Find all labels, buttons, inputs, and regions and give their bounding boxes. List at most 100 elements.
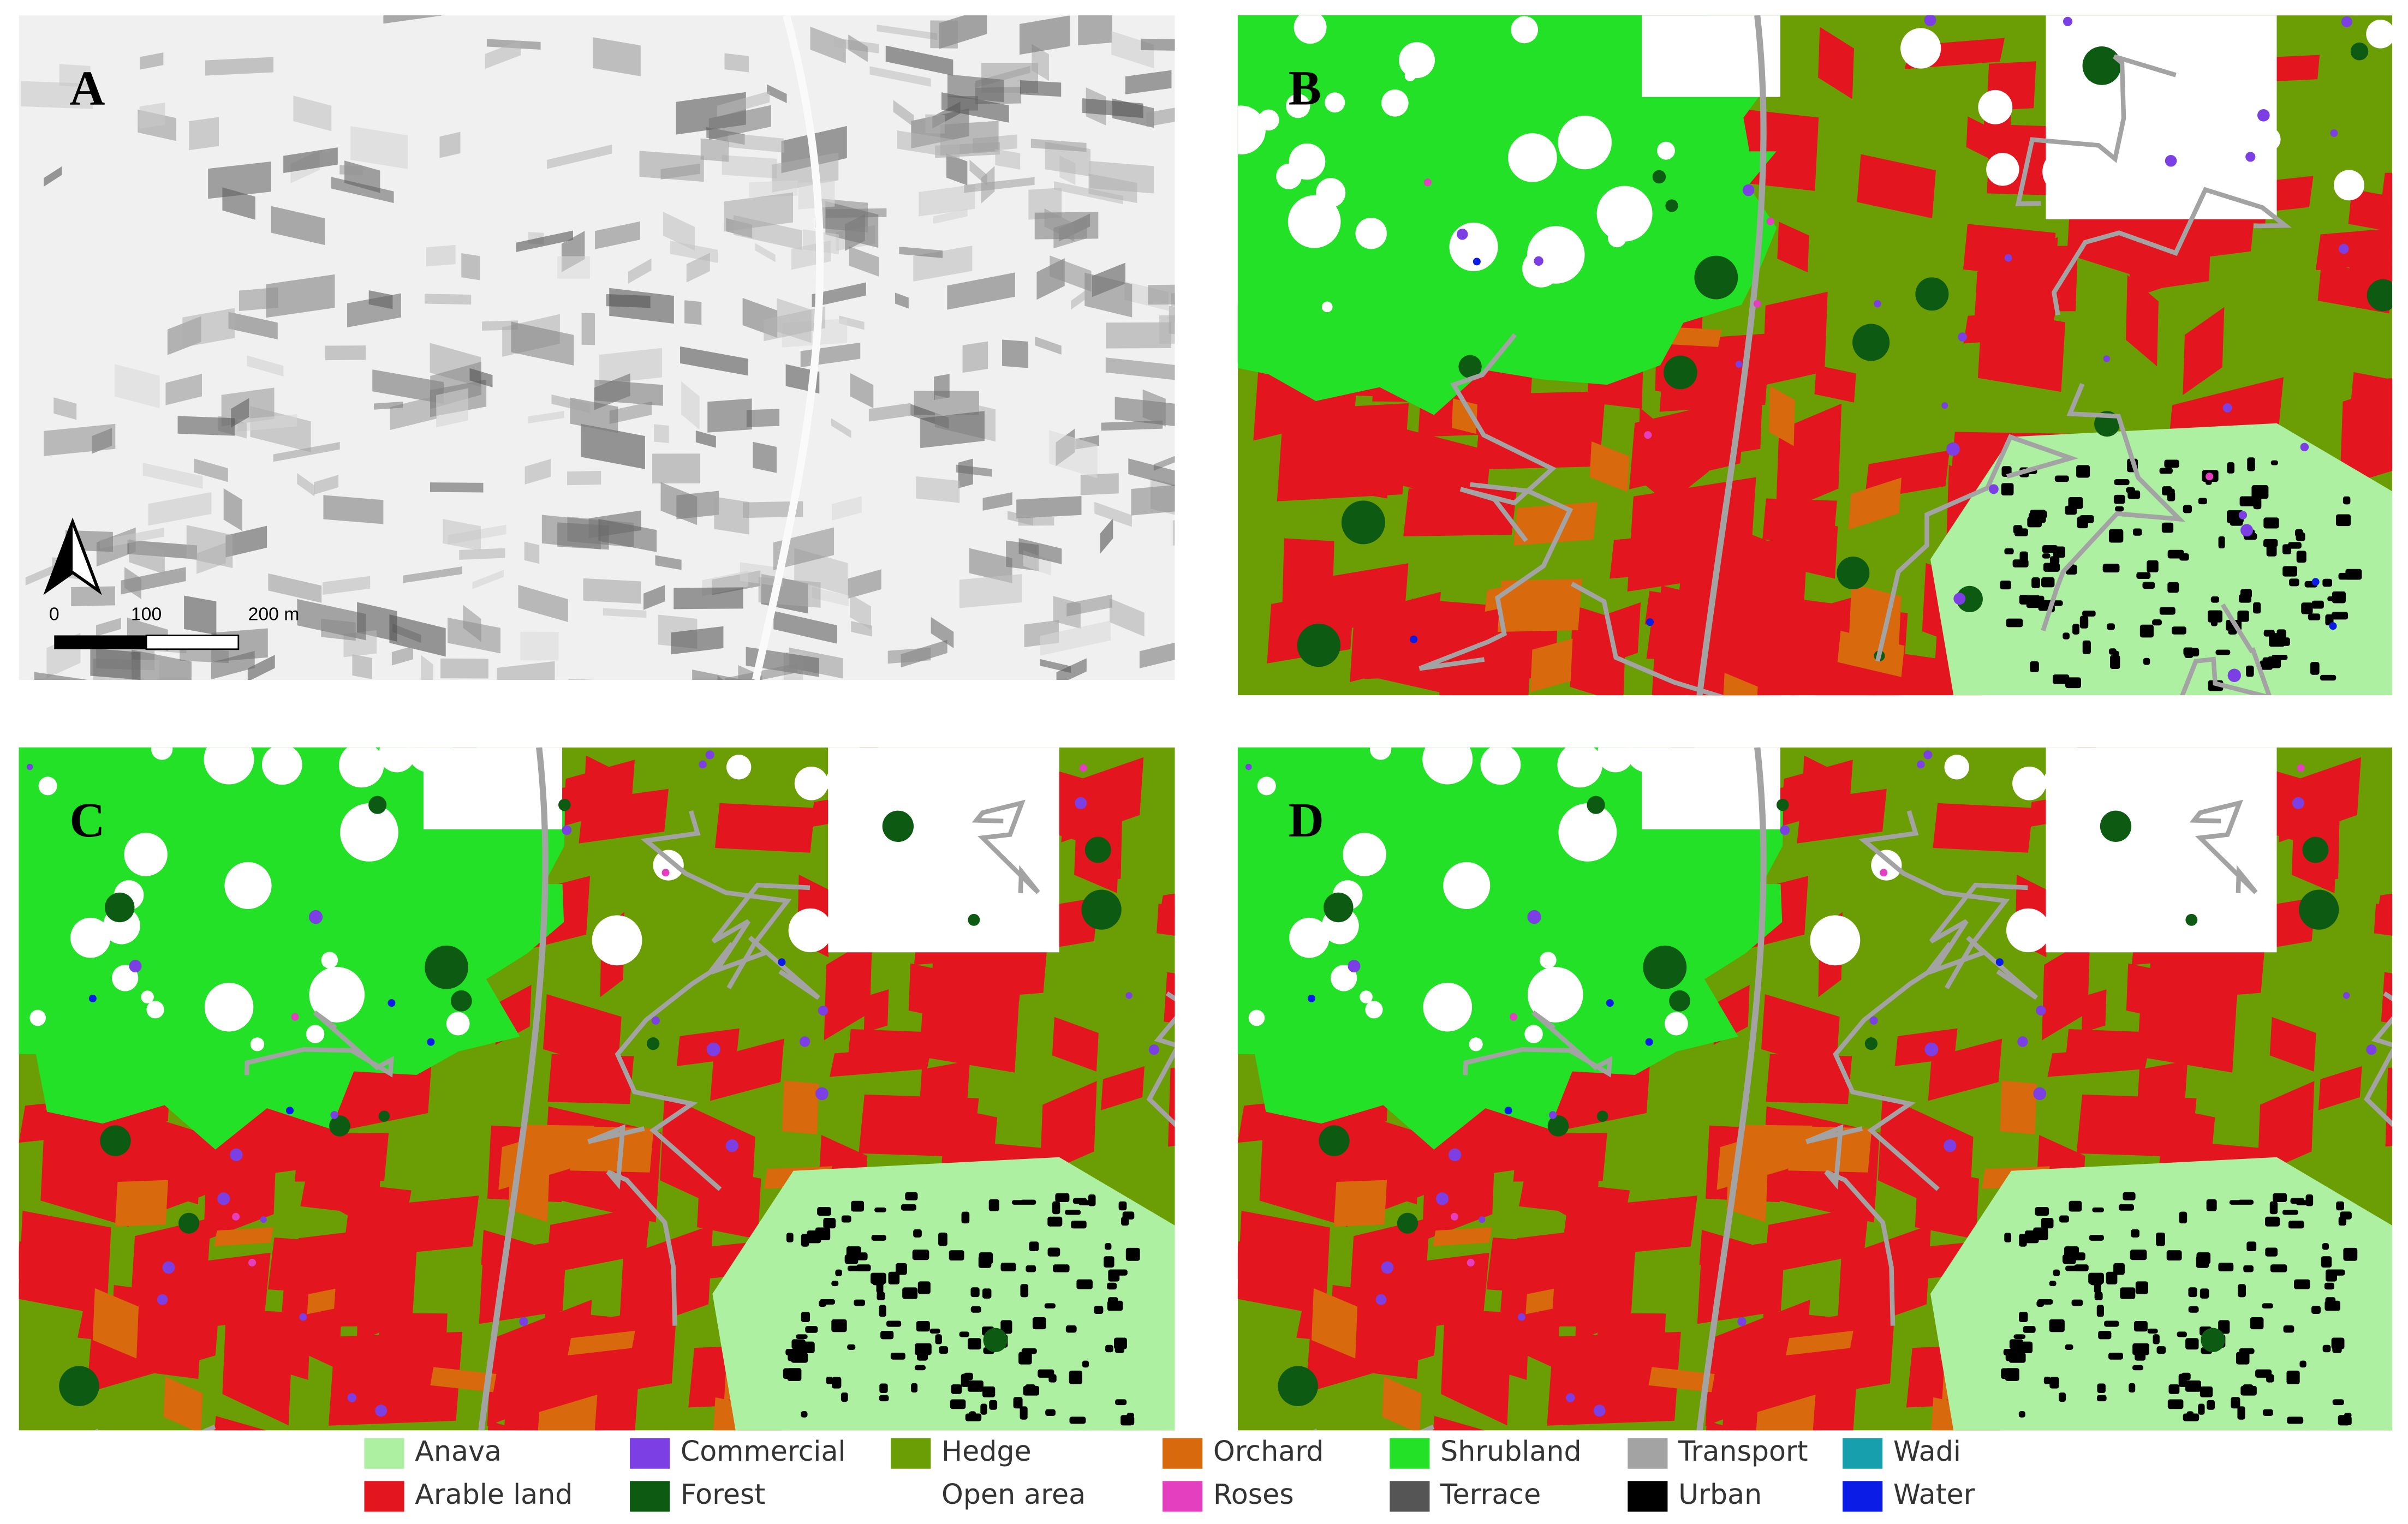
- urban: [2331, 1337, 2345, 1349]
- classified-map: [1237, 747, 2393, 1431]
- urban: [988, 1199, 999, 1211]
- legend-swatch: [1390, 1438, 1430, 1469]
- open-area: [2042, 149, 2088, 194]
- urban: [2161, 522, 2174, 533]
- photo-texture: [1008, 511, 1033, 526]
- open-area: [1399, 42, 1435, 79]
- photo-texture: [969, 548, 1012, 583]
- urban: [901, 1204, 916, 1211]
- urban: [1105, 1243, 1112, 1250]
- arable-field: [2348, 246, 2393, 281]
- urban: [854, 1299, 866, 1306]
- forest: [1864, 1037, 1878, 1050]
- orchard: [1513, 501, 1598, 546]
- urban: [1069, 1417, 1086, 1424]
- urban: [880, 1331, 894, 1340]
- open-area: [1294, 15, 1327, 44]
- arable-field: [1052, 1017, 1099, 1072]
- arable-field: [203, 1125, 277, 1241]
- urban: [2266, 1374, 2274, 1383]
- forest: [450, 990, 472, 1012]
- commercial: [157, 1294, 168, 1305]
- photo-texture: [325, 345, 366, 361]
- urban: [2108, 1352, 2123, 1360]
- orchard: [1648, 1367, 1715, 1392]
- arable-field: [1780, 760, 1853, 827]
- urban: [2263, 517, 2279, 529]
- urban: [895, 1263, 907, 1275]
- urban: [2049, 556, 2060, 565]
- urban: [2156, 1232, 2165, 1246]
- urban: [2049, 1281, 2057, 1287]
- photo-texture: [746, 409, 780, 427]
- commercial: [2017, 1036, 2028, 1047]
- urban: [2113, 1263, 2125, 1275]
- urban: [2188, 1287, 2197, 1298]
- open-area: [379, 747, 415, 773]
- photo-texture: [832, 496, 862, 521]
- arable-field: [2385, 1067, 2393, 1147]
- photo-texture: [231, 398, 249, 428]
- urban: [1052, 1201, 1060, 1215]
- urban: [1114, 1337, 1127, 1349]
- urban: [2200, 1386, 2213, 1397]
- photo-texture: [718, 679, 719, 680]
- urban: [2324, 1282, 2334, 1290]
- forest: [2299, 889, 2339, 930]
- photo-texture: [403, 566, 462, 583]
- open-area: [2366, 20, 2393, 49]
- open-area: [726, 755, 752, 780]
- urban: [2168, 1384, 2180, 1394]
- urban: [791, 1352, 808, 1363]
- urban: [2042, 553, 2051, 559]
- photo-texture: [426, 244, 456, 267]
- water: [1410, 635, 1418, 643]
- transport: [587, 1124, 677, 1326]
- urban: [1126, 1413, 1134, 1418]
- commercial: [1381, 1261, 1394, 1274]
- open-area: [2087, 866, 2129, 909]
- forest: [1694, 255, 1738, 300]
- photo-texture: [165, 374, 202, 405]
- urban: [2004, 548, 2014, 554]
- photo-texture: [140, 52, 164, 70]
- urban: [2238, 1199, 2254, 1205]
- open-area: [1381, 89, 1409, 117]
- photo-texture: [850, 373, 874, 409]
- urban: [2041, 577, 2055, 588]
- open-area: [2155, 886, 2202, 933]
- open-area: [1558, 115, 1612, 170]
- photo-texture: [314, 475, 339, 495]
- photo-texture: [812, 587, 849, 607]
- photo-texture: [239, 287, 278, 312]
- urban: [2135, 1281, 2148, 1294]
- commercial: [1923, 750, 1933, 760]
- arable-field: [1708, 527, 1809, 646]
- urban: [847, 1344, 856, 1350]
- forest: [1324, 892, 1354, 923]
- classified-map: [1237, 15, 2393, 696]
- arable-field: [1762, 291, 1828, 386]
- photo-texture: [96, 618, 121, 637]
- legend-swatch: [630, 1438, 670, 1469]
- photo-texture: [1101, 420, 1163, 431]
- urban: [817, 1207, 831, 1216]
- urban: [2065, 1344, 2073, 1350]
- urban: [2156, 1346, 2166, 1354]
- photo-texture: [461, 253, 480, 280]
- open-area: [1469, 1037, 1483, 1051]
- photo-texture: [297, 473, 315, 497]
- open-area: [1558, 803, 1617, 862]
- arable-field: [2137, 978, 2237, 1073]
- commercial: [2330, 129, 2338, 137]
- urban: [2120, 1287, 2136, 1299]
- transport: [1570, 582, 1724, 696]
- commercial: [2238, 511, 2248, 519]
- urban: [2196, 1252, 2211, 1264]
- urban: [2069, 1200, 2082, 1212]
- urban: [1021, 1348, 1037, 1354]
- open-area: [261, 747, 302, 785]
- arable-field: [1977, 308, 2066, 392]
- commercial: [1924, 1042, 1939, 1056]
